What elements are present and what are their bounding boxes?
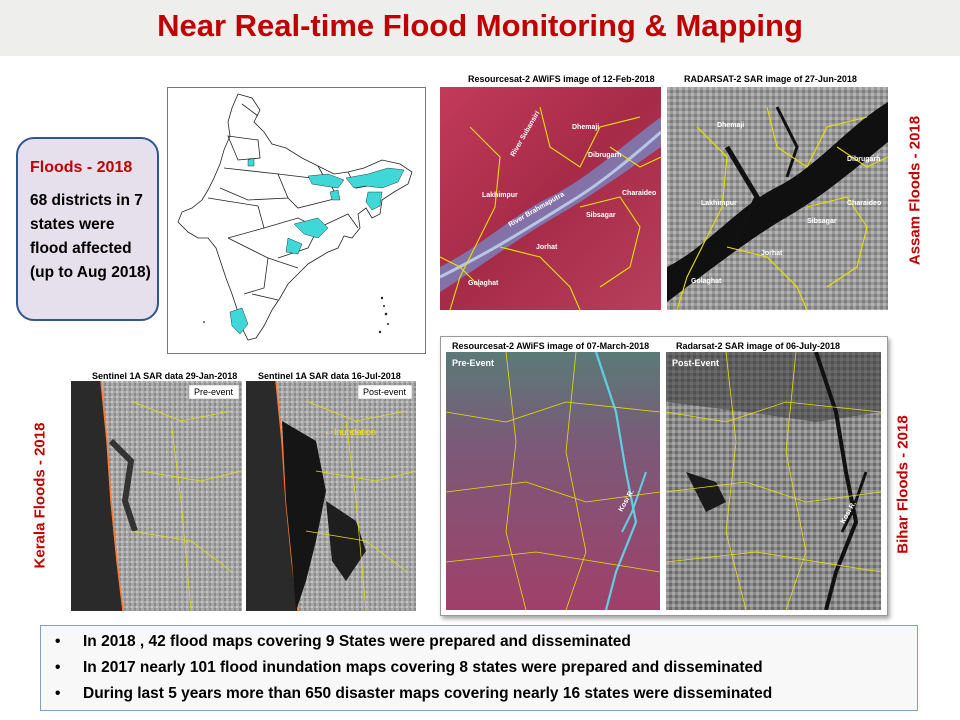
bihar-sar-image: Post-Event Kosi R.: [666, 352, 881, 610]
kerala-post-event-image: Post-event ← Inundation: [246, 381, 416, 611]
kerala-caption-left: Sentinel 1A SAR data 29-Jan-2018: [92, 371, 238, 381]
kerala-pre-event-image: Pre-event: [71, 381, 242, 611]
assam-sar-graphic: Dhemaji Dibrugarh Lakhimpur Charaideo Si…: [667, 87, 888, 310]
bihar-caption-left: Resourcesat-2 AWiFS image of 07-March-20…: [452, 341, 650, 351]
lbl-charaideo: Charaideo: [622, 190, 656, 197]
bullet-text: During last 5 years more than 650 disast…: [83, 685, 773, 702]
callout-heading: Floods - 2018: [30, 159, 133, 176]
assam-awifs-image: Dhemaji Dibrugarh Lakhimpur Charaideo Si…: [440, 87, 661, 310]
assam-sar-image: Dhemaji Dibrugarh Lakhimpur Charaideo Si…: [667, 87, 888, 310]
bullet-icon: •: [55, 659, 61, 676]
kerala-pre-graphic: Pre-event: [71, 381, 242, 611]
floods-2018-callout: Floods - 2018 68 districts in 7 states w…: [16, 137, 159, 321]
bihar-awifs-graphic: Pre-Event Kosi R.: [446, 352, 660, 610]
assam-caption-right: RADARSAT-2 SAR image of 27-Jun-2018: [684, 74, 857, 84]
kerala-pre-label: Pre-event: [194, 387, 234, 397]
bullet-item: • In 2018 , 42 flood maps covering 9 Stat…: [41, 629, 917, 655]
kerala-caption-right: Sentinel 1A SAR data 16-Jul-2018: [258, 371, 401, 381]
bullet-item: • In 2017 nearly 101 flood inundation map…: [41, 655, 917, 681]
lbl-lakhimpur-sar: Lakhimpur: [701, 200, 737, 207]
bullet-text: In 2017 nearly 101 flood inundation maps…: [83, 659, 763, 676]
lbl-dhemaji: Dhemaji: [572, 124, 599, 131]
bihar-pre-label: Pre-Event: [452, 358, 494, 368]
bullet-text: In 2018 , 42 flood maps covering 9 State…: [83, 633, 631, 650]
bullet-icon: •: [55, 685, 61, 702]
kerala-post-label: Post-event: [363, 387, 407, 397]
india-map-graphic: [177, 93, 413, 341]
lbl-sibsagar: Sibsagar: [586, 212, 616, 219]
bihar-sar-graphic: Post-Event Kosi R.: [666, 352, 881, 610]
assam-caption-left: Resourcesat-2 AWiFS image of 12-Feb-2018: [468, 74, 655, 84]
assam-awifs-graphic: Dhemaji Dibrugarh Lakhimpur Charaideo Si…: [440, 87, 661, 310]
lbl-charaideo-sar: Charaideo: [847, 200, 881, 207]
inundation-label: Inundation: [334, 427, 376, 437]
lbl-golaghat-sar: Golaghat: [691, 278, 722, 285]
page-title: Near Real-time Flood Monitoring & Mappin…: [157, 8, 803, 43]
summary-bullets: • In 2018 , 42 flood maps covering 9 Stat…: [40, 625, 918, 711]
bihar-caption-right: Radarsat-2 SAR image of 06-July-2018: [676, 341, 841, 351]
lbl-jorhat: Jorhat: [536, 244, 558, 251]
bullet-item: • During last 5 years more than 650 disas…: [41, 681, 917, 707]
bihar-awifs-image: Pre-Event Kosi R.: [446, 352, 660, 610]
lbl-dibrugarh-sar: Dibrugarh: [847, 156, 880, 163]
lbl-lakhimpur: Lakhimpur: [482, 192, 518, 199]
bihar-post-label: Post-Event: [672, 358, 719, 368]
title-band: [0, 0, 960, 56]
assam-vertical-title: Assam Floods - 2018: [906, 115, 924, 266]
lbl-dibrugarh: Dibrugarh: [588, 152, 621, 159]
lbl-golaghat: Golaghat: [468, 280, 499, 287]
lbl-dhemaji-sar: Dhemaji: [717, 122, 744, 129]
lbl-jorhat-sar: Jorhat: [761, 250, 783, 257]
lbl-sibsagar-sar: Sibsagar: [807, 218, 837, 225]
bullet-icon: •: [55, 633, 61, 650]
bihar-vertical-title: Bihar Floods - 2018: [894, 415, 912, 554]
india-flood-map: [167, 87, 426, 354]
kerala-post-graphic: Post-event ← Inundation: [246, 381, 416, 611]
callout-text: 68 districts in 7 states were flood affe…: [30, 192, 151, 281]
kerala-vertical-title: Kerala Floods - 2018: [31, 422, 49, 569]
inundation-arrow-icon: ←: [324, 427, 333, 437]
